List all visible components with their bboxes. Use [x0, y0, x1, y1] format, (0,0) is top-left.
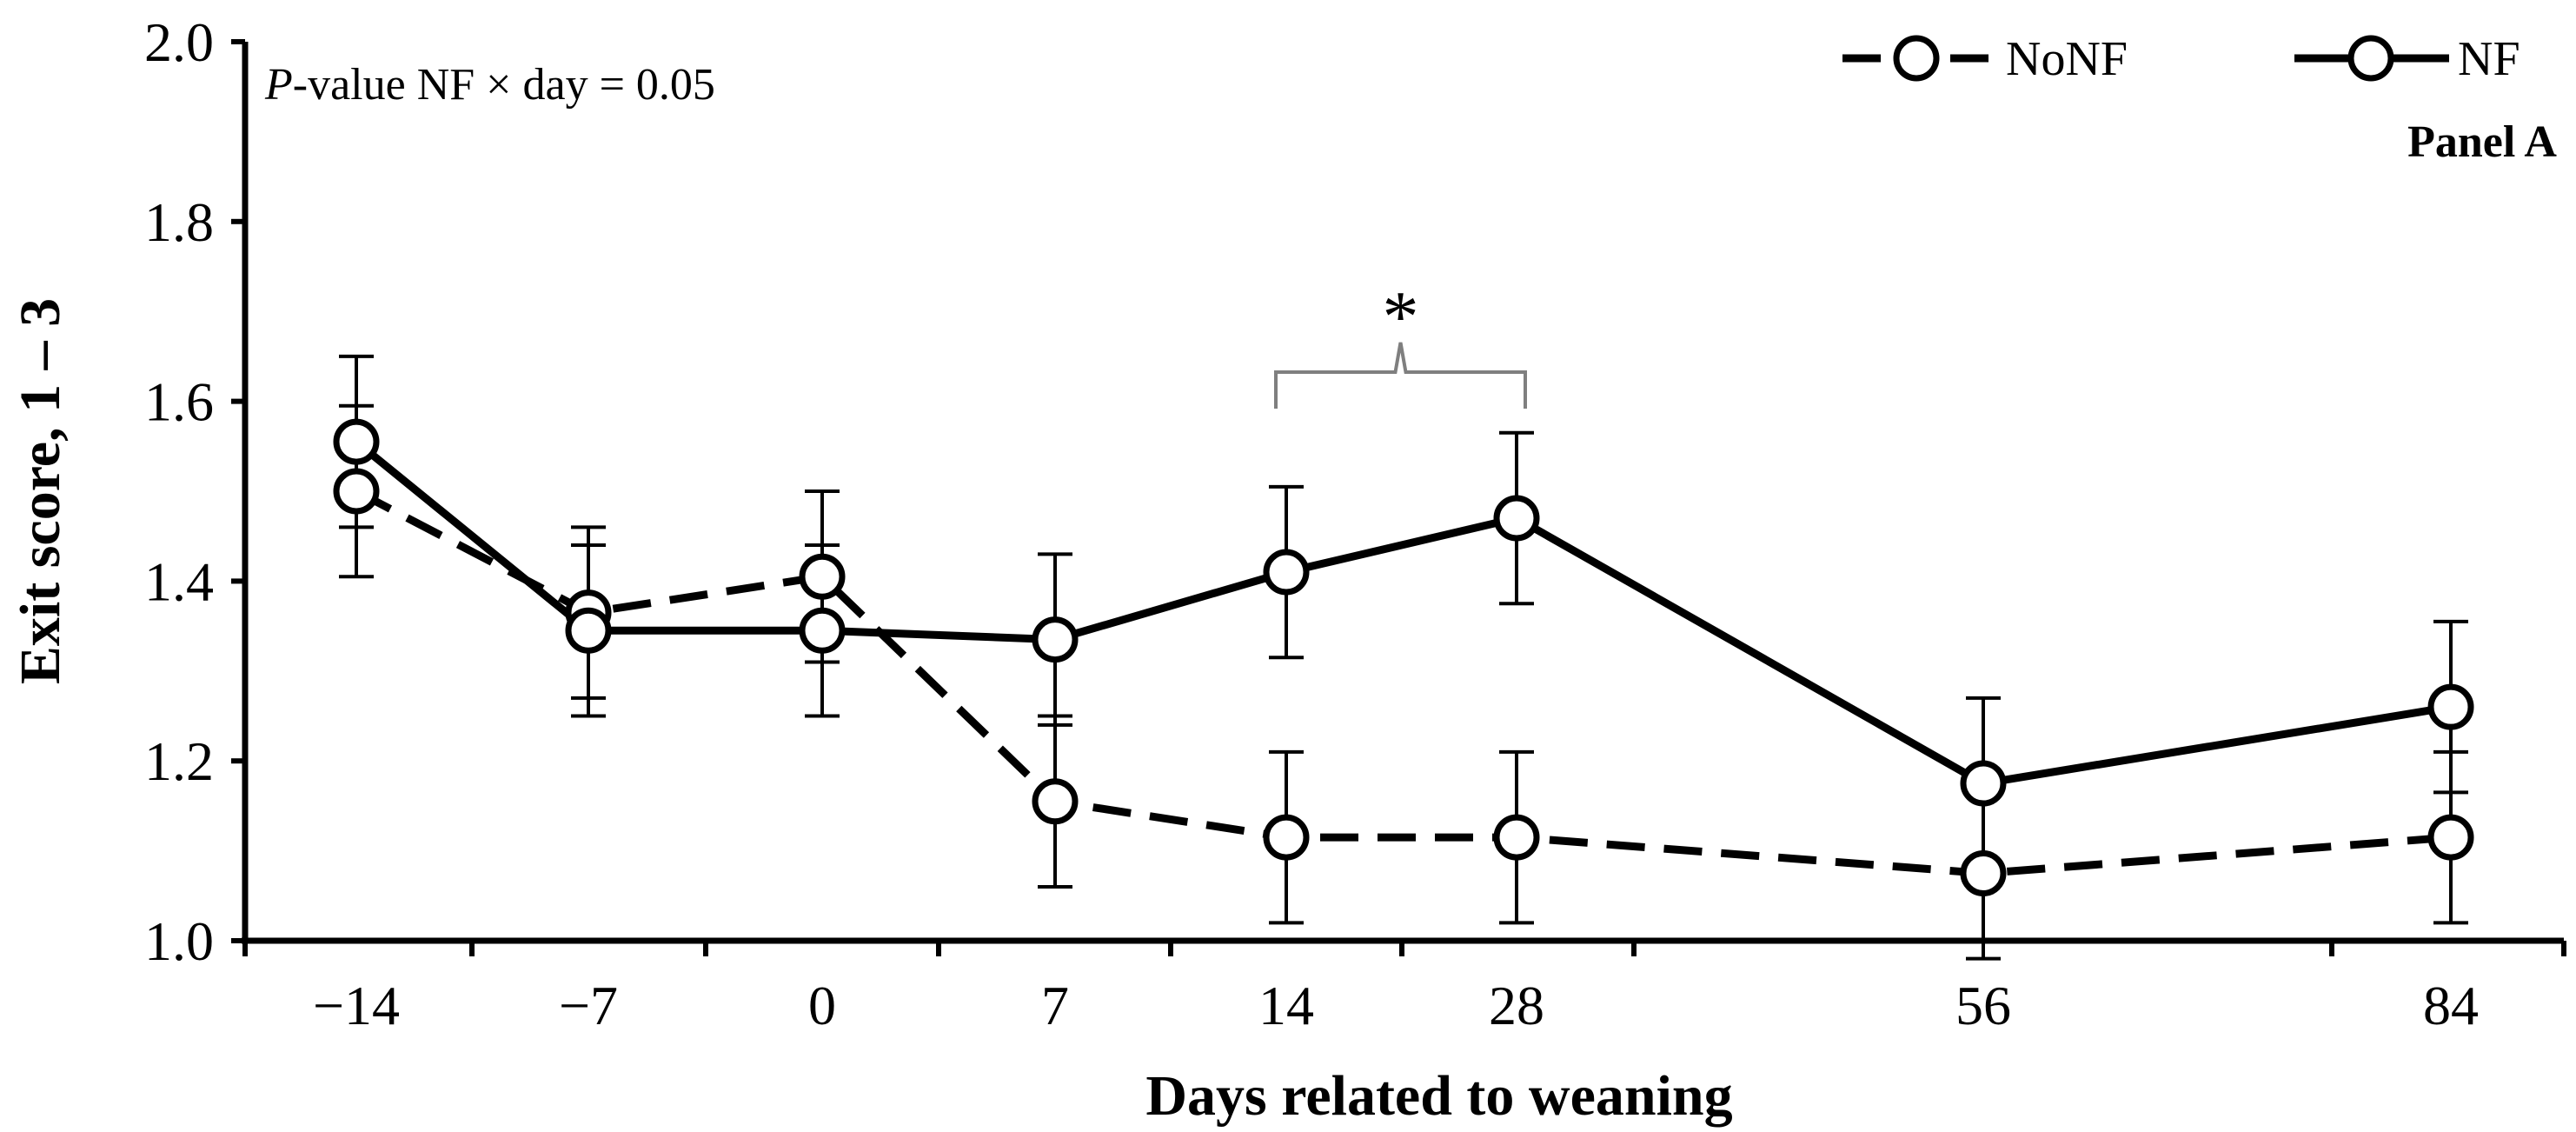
data-point [1032, 616, 1079, 663]
series-line [354, 438, 2452, 788]
y-tick-label: 1.2 [144, 730, 214, 792]
significance-bracket: * [1274, 276, 1527, 409]
data-point [799, 553, 846, 600]
x-tick-label: 56 [1955, 975, 2011, 1036]
y-axis-title: Exit score, 1 – 3 [9, 298, 72, 684]
markers-nonf [333, 468, 2474, 896]
data-point [2427, 683, 2474, 730]
legend-nf-label: NF [2458, 32, 2520, 86]
p-value-text: -value NF × day = 0.05 [293, 60, 715, 110]
x-ticks: −14 −7 0 7 14 28 56 84 [242, 941, 2566, 1036]
markers-nf [333, 418, 2474, 807]
significance-bracket-line [1274, 342, 1527, 409]
data-point [799, 607, 846, 654]
legend-nf-marker [2347, 35, 2394, 82]
series-line [354, 488, 2452, 877]
axes [242, 42, 2564, 944]
plot-area [333, 354, 2474, 961]
legend-nonf-label: NoNF [2006, 32, 2128, 86]
y-tick-label: 1.8 [144, 191, 214, 253]
y-tick-label: 1.6 [144, 371, 214, 433]
y-tick-label: 1.0 [144, 910, 214, 972]
y-tick-label: 2.0 [144, 11, 214, 73]
data-point [2427, 814, 2474, 861]
p-value-annotation: P-value NF × day = 0.05 [264, 60, 715, 110]
data-point [1263, 549, 1310, 596]
data-point [565, 607, 612, 654]
series-nonf [339, 403, 2468, 961]
x-tick-label: 28 [1489, 975, 1544, 1036]
data-point [333, 418, 380, 465]
x-tick-label: 14 [1258, 975, 1314, 1036]
series-nf [339, 354, 2468, 871]
legend-nonf-marker [1893, 35, 1940, 82]
data-point [1263, 814, 1310, 861]
x-tick-label: 84 [2423, 975, 2479, 1036]
panel-label: Panel A [2407, 117, 2557, 167]
legend: NoNF NF Panel A [1842, 32, 2557, 167]
data-point [1032, 778, 1079, 825]
x-tick-label: −7 [559, 975, 618, 1036]
data-point [1493, 495, 1540, 542]
y-tick-label: 1.4 [144, 550, 214, 612]
x-tick-label: 7 [1041, 975, 1069, 1036]
y-ticks: 1.0 1.2 1.4 1.6 1.8 2.0 [144, 11, 245, 972]
data-point [1960, 849, 2007, 896]
data-point [1493, 814, 1540, 861]
x-tick-label: −14 [313, 975, 400, 1036]
data-point [333, 468, 380, 515]
significance-star: * [1383, 276, 1419, 357]
x-axis-title: Days related to weaning [1145, 1064, 1732, 1128]
p-value-italic-p: P [264, 60, 293, 110]
x-tick-label: 0 [808, 975, 836, 1036]
data-point [1960, 760, 2007, 807]
